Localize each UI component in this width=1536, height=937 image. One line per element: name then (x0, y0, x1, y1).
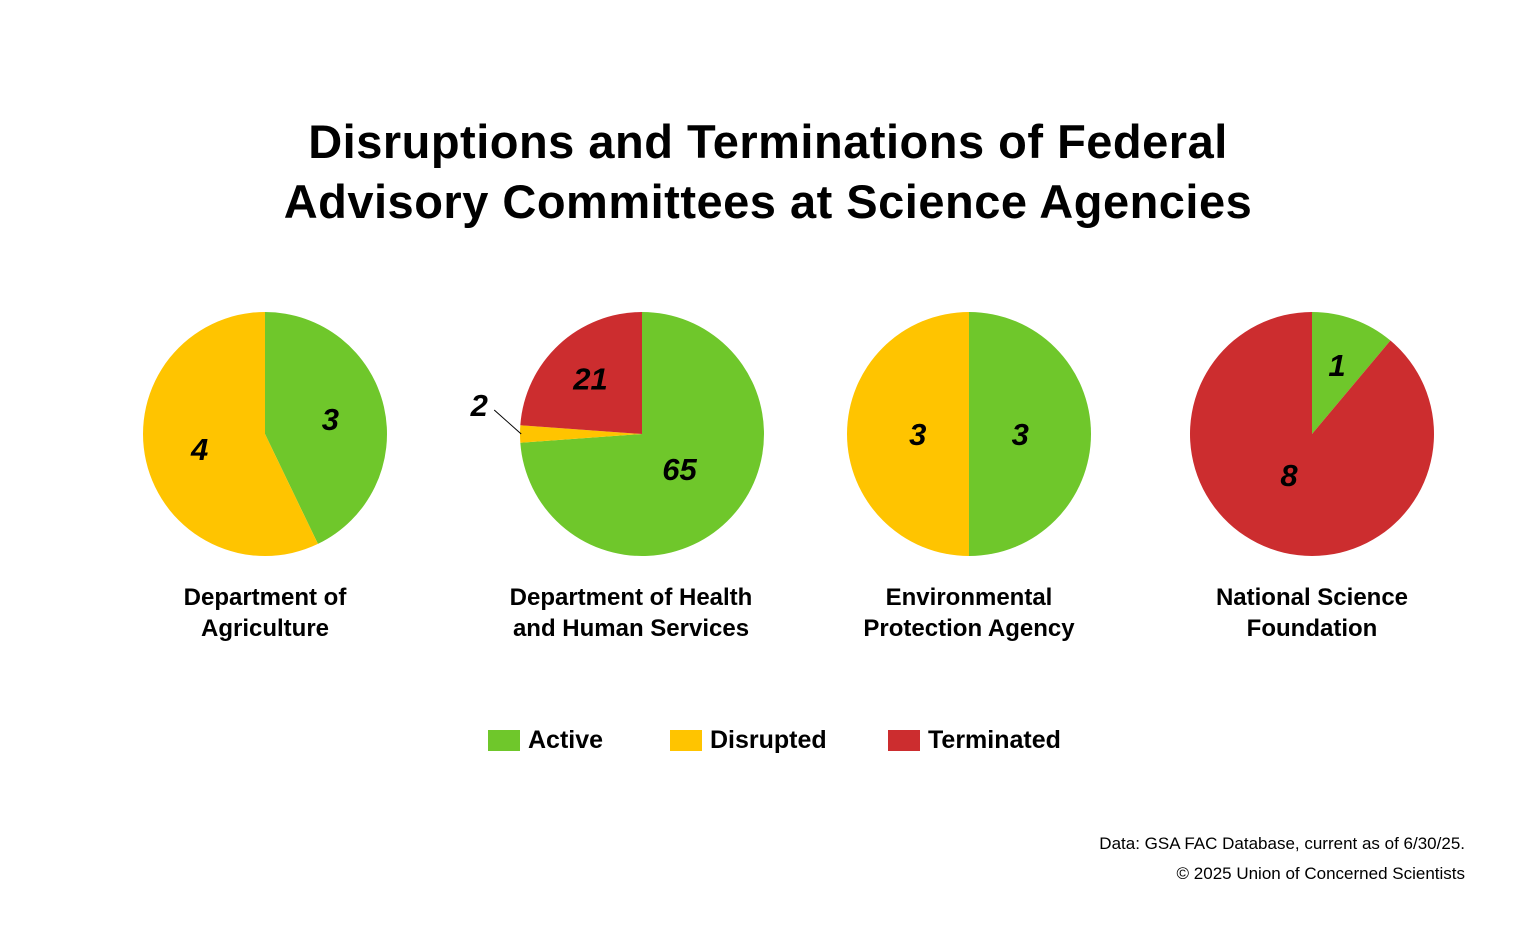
copyright-note: © 2025 Union of Concerned Scientists (1176, 864, 1465, 883)
pie-title-line: and Human Services (512, 615, 750, 642)
pie-slice-active (265, 312, 388, 544)
pie-slice-disrupted (519, 425, 642, 443)
pie-chart: 65 2 21 (470, 312, 764, 556)
legend-item-terminated: Terminated (888, 723, 1061, 757)
legend-swatch-active (488, 729, 520, 751)
pie-title-line: Department of Health (509, 584, 753, 611)
pie-data-label: 3 (909, 417, 926, 452)
pie-chart: 34 (143, 312, 388, 556)
legend-item-disrupted: Disrupted (670, 723, 827, 757)
legend-swatch-terminated (888, 729, 920, 751)
callout-line (493, 409, 522, 435)
pie-data-label: 3 (322, 402, 339, 437)
pie-chart: 33 (847, 312, 1091, 556)
pie-slice-disrupted (847, 312, 969, 556)
pie-title-agriculture: Department of Agriculture (105, 582, 425, 644)
legend-label-disrupted: Disrupted (710, 725, 827, 754)
legend-swatch-disrupted (670, 729, 702, 751)
pie-slice-disrupted (143, 312, 318, 556)
chart-title: Disruptions and Terminations of Federal … (0, 112, 1536, 232)
pie-title-epa: Environmental Protection Agency (809, 582, 1129, 644)
pie-data-label: 4 (190, 432, 208, 467)
pie-title-line: National Science (1215, 584, 1409, 611)
pie-data-label: 21 (572, 362, 607, 397)
pie-slice-active (1312, 312, 1391, 434)
chart-title-line-1: Disruptions and Terminations of Federal (308, 115, 1228, 168)
pie-slice-terminated (1189, 312, 1434, 556)
pie-data-label: 8 (1280, 458, 1298, 493)
pie-data-label: 2 (470, 388, 488, 423)
pie-data-label: 3 (1012, 417, 1029, 452)
pie-data-label: 1 (1328, 348, 1345, 383)
pie-slice-active (520, 312, 764, 556)
chart-title-line-2: Advisory Committees at Science Agencies (283, 175, 1253, 228)
pie-title-line: Environmental (885, 584, 1053, 611)
pie-title-hhs: Department of Health and Human Services (471, 582, 791, 644)
pie-chart: 18 (1189, 312, 1434, 556)
legend-item-active: Active (488, 723, 603, 757)
legend: Active Disrupted Terminated (0, 723, 1536, 757)
source-note: Data: GSA FAC Database, current as of 6/… (1099, 834, 1465, 853)
pie-title-line: Protection Agency (863, 615, 1075, 642)
pie-title-line: Agriculture (200, 615, 329, 642)
pie-slice-terminated (520, 312, 642, 434)
pie-data-label: 65 (662, 452, 697, 487)
pie-title-line: Foundation (1246, 615, 1378, 642)
pie-slice-active (969, 312, 1091, 556)
pie-title-line: Department of (183, 584, 347, 611)
legend-label-active: Active (528, 725, 604, 754)
legend-label-terminated: Terminated (928, 725, 1061, 754)
pie-title-nsf: National Science Foundation (1152, 582, 1472, 644)
